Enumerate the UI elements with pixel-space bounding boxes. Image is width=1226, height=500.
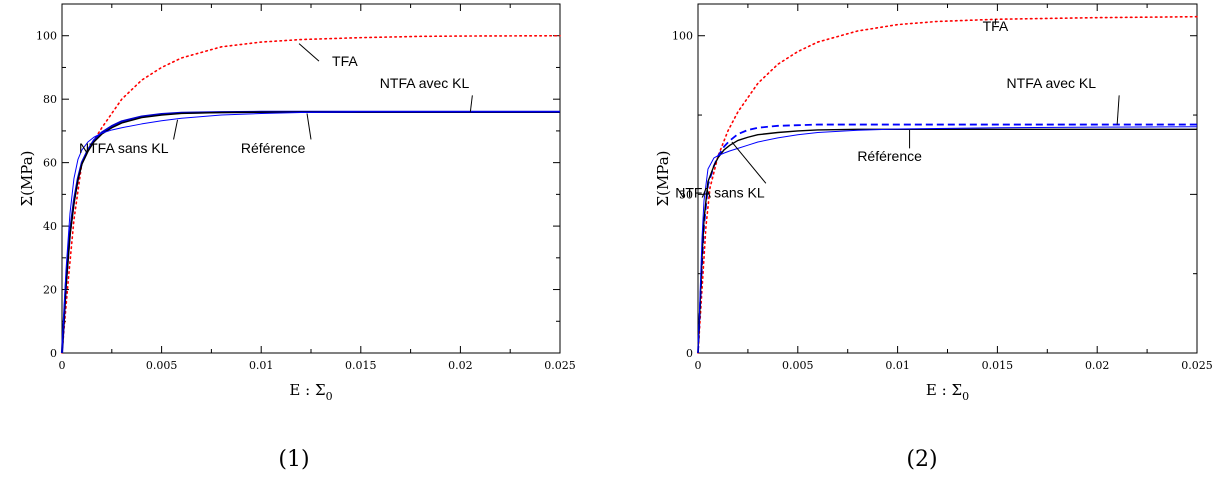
x-tick-label: 0.01 bbox=[885, 359, 910, 372]
x-tick-label: 0.005 bbox=[146, 359, 178, 372]
y-tick-label: 80 bbox=[43, 93, 57, 106]
plot-frame bbox=[61, 3, 561, 354]
annotation-label: NTFA sans KL bbox=[675, 185, 765, 201]
series-line-tfa bbox=[697, 15, 1198, 354]
chart-panel-1: 0 0.005 0.01 0.015 0.02 0.025 0 20 40 60 80 100 E : … bbox=[18, 3, 576, 472]
panel-caption: (2) bbox=[906, 447, 937, 472]
annotation-leader bbox=[298, 43, 320, 62]
series-line-ntfa-sans bbox=[61, 111, 560, 354]
y-axis-label: Σ(MPa) bbox=[654, 150, 672, 206]
y-axis-label: Σ(MPa) bbox=[18, 150, 36, 206]
annotation-leader bbox=[1116, 95, 1120, 125]
chart-panel-2: 0 0.005 0.01 0.015 0.02 0.025 0 50 100 E : Σ0 Σ(MP… bbox=[654, 3, 1213, 472]
y-tick-label: 50 bbox=[679, 188, 693, 201]
x-tick-label: 0.025 bbox=[1181, 359, 1213, 372]
x-axis-label-subscript: 0 bbox=[962, 390, 969, 403]
series-line-ntfa-sans bbox=[697, 126, 1198, 354]
annotation-label: TFA bbox=[983, 18, 1009, 34]
annotation-leader bbox=[469, 95, 473, 112]
x-tick-label: 0.015 bbox=[345, 359, 377, 372]
x-tick-label: 0 bbox=[695, 359, 702, 372]
annotation-label: NTFA avec KL bbox=[380, 75, 470, 91]
annotation-leader bbox=[173, 119, 179, 140]
x-axis-label: E : Σ0 bbox=[289, 381, 332, 403]
series-line-reference bbox=[61, 111, 560, 354]
series-line-ntfa-avec bbox=[697, 123, 1197, 354]
y-tick-label: 20 bbox=[43, 284, 57, 297]
y-tick-label: 0 bbox=[50, 347, 57, 360]
annotation-label: Référence bbox=[857, 148, 922, 164]
y-tick-label: 0 bbox=[686, 347, 693, 360]
plot-frame bbox=[697, 3, 1198, 354]
annotation-label: NTFA sans KL bbox=[79, 140, 169, 156]
x-tick-label: 0.025 bbox=[544, 359, 576, 372]
x-tick-label: 0.015 bbox=[982, 359, 1014, 372]
annotation-label: Référence bbox=[241, 140, 306, 156]
panel-caption: (1) bbox=[278, 447, 309, 472]
y-tick-label: 40 bbox=[43, 220, 57, 233]
y-tick-label: 60 bbox=[43, 157, 57, 170]
annotation-label: TFA bbox=[332, 53, 358, 69]
annotation-leader bbox=[306, 113, 312, 140]
x-tick-label: 0 bbox=[59, 359, 66, 372]
series-line-tfa bbox=[61, 34, 561, 354]
x-tick-label: 0.02 bbox=[1085, 359, 1110, 372]
x-tick-label: 0.005 bbox=[782, 359, 814, 372]
annotation-leader bbox=[731, 141, 767, 184]
y-tick-label: 100 bbox=[36, 30, 57, 43]
x-tick-label: 0.01 bbox=[249, 359, 274, 372]
x-axis-label-subscript: 0 bbox=[326, 390, 333, 403]
x-axis-label: E : Σ0 bbox=[926, 381, 969, 403]
annotation-label: NTFA avec KL bbox=[1007, 75, 1097, 91]
y-tick-label: 100 bbox=[672, 30, 693, 43]
x-tick-label: 0.02 bbox=[448, 359, 473, 372]
series-line-reference bbox=[697, 128, 1197, 354]
